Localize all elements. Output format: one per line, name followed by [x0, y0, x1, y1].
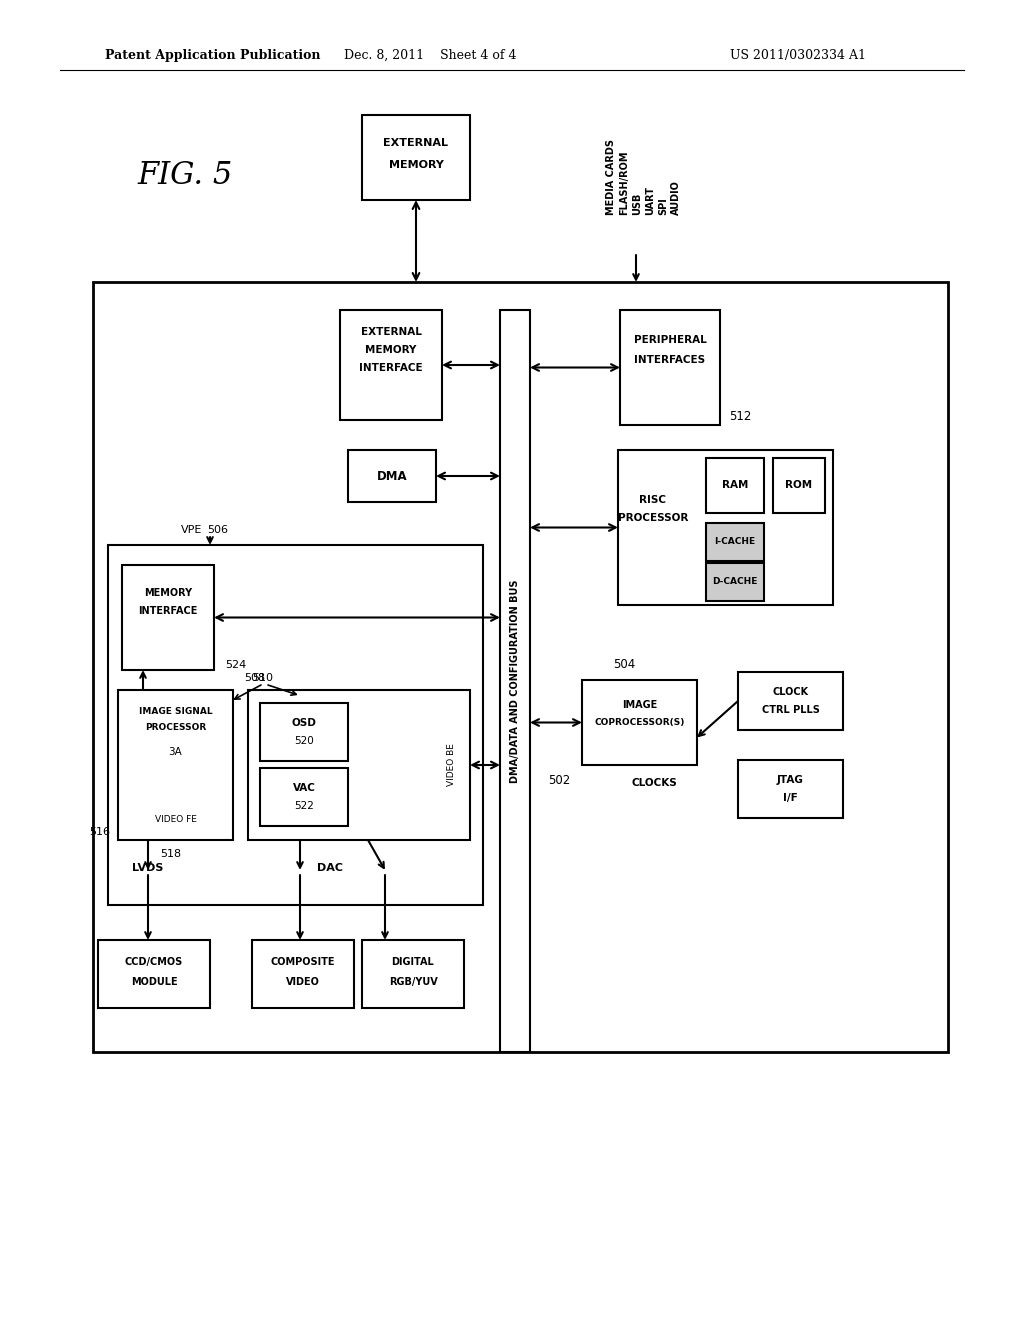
Text: INTERFACE: INTERFACE: [138, 606, 198, 616]
Text: RISC: RISC: [640, 495, 667, 506]
Bar: [620, 310, 720, 425]
Text: CLOCKS: CLOCKS: [632, 777, 677, 788]
Text: I/F: I/F: [783, 793, 798, 803]
Text: FLASH/ROM: FLASH/ROM: [618, 150, 629, 215]
Bar: [618, 450, 833, 605]
Text: CLOCK: CLOCK: [772, 686, 809, 697]
Text: 518: 518: [160, 849, 181, 859]
Text: JTAG: JTAG: [777, 775, 804, 785]
Text: DAC: DAC: [317, 863, 343, 873]
Text: 506: 506: [208, 525, 228, 535]
Text: COPROCESSOR(S): COPROCESSOR(S): [594, 718, 685, 727]
Text: EXTERNAL: EXTERNAL: [360, 327, 422, 337]
Text: 520: 520: [294, 737, 314, 746]
Bar: [260, 704, 348, 762]
Bar: [260, 768, 348, 826]
Bar: [706, 458, 764, 513]
Text: PERIPHERAL: PERIPHERAL: [634, 335, 707, 345]
Text: 516: 516: [89, 828, 110, 837]
Text: US 2011/0302334 A1: US 2011/0302334 A1: [730, 49, 866, 62]
Text: AUDIO: AUDIO: [671, 180, 681, 215]
Text: VIDEO BE: VIDEO BE: [447, 743, 457, 787]
Text: UART: UART: [645, 186, 655, 215]
Bar: [362, 940, 464, 1008]
Text: Dec. 8, 2011    Sheet 4 of 4: Dec. 8, 2011 Sheet 4 of 4: [344, 49, 516, 62]
Text: 512: 512: [729, 411, 752, 424]
Bar: [252, 940, 354, 1008]
Text: 510: 510: [253, 673, 273, 682]
Text: IMAGE SIGNAL: IMAGE SIGNAL: [138, 708, 212, 717]
Text: FIG. 5: FIG. 5: [137, 160, 232, 190]
Text: MEMORY: MEMORY: [144, 587, 193, 598]
Text: USB: USB: [632, 193, 642, 215]
Text: RAM: RAM: [722, 480, 749, 491]
Text: MEMORY: MEMORY: [388, 160, 443, 170]
Text: 508: 508: [245, 673, 265, 682]
Text: Patent Application Publication: Patent Application Publication: [105, 49, 321, 62]
Text: LVDS: LVDS: [132, 863, 164, 873]
Text: 524: 524: [225, 660, 247, 671]
Text: D-CACHE: D-CACHE: [713, 578, 758, 586]
Text: 522: 522: [294, 801, 314, 810]
Text: I-CACHE: I-CACHE: [715, 537, 756, 546]
Bar: [500, 310, 530, 1052]
Bar: [738, 672, 843, 730]
Text: ROM: ROM: [785, 480, 813, 491]
Text: MEMORY: MEMORY: [366, 345, 417, 355]
Bar: [706, 564, 764, 601]
Text: EXTERNAL: EXTERNAL: [384, 139, 449, 148]
Text: VPE: VPE: [181, 525, 203, 535]
Bar: [773, 458, 825, 513]
Bar: [340, 310, 442, 420]
Text: PROCESSOR: PROCESSOR: [144, 723, 206, 733]
Text: VAC: VAC: [293, 783, 315, 793]
Bar: [118, 690, 233, 840]
Text: COMPOSITE: COMPOSITE: [270, 957, 335, 968]
Bar: [93, 282, 948, 1052]
Text: IMAGE: IMAGE: [622, 700, 657, 710]
Text: MEDIA CARDS: MEDIA CARDS: [606, 139, 616, 215]
Text: PROCESSOR: PROCESSOR: [617, 513, 688, 523]
Bar: [738, 760, 843, 818]
Bar: [98, 940, 210, 1008]
Text: SPI: SPI: [658, 197, 668, 215]
Bar: [248, 690, 470, 840]
Text: CCD/CMOS: CCD/CMOS: [125, 957, 183, 968]
Bar: [122, 565, 214, 671]
Text: DMA: DMA: [377, 470, 408, 483]
Bar: [108, 545, 483, 906]
Text: MODULE: MODULE: [131, 977, 177, 987]
Text: 502: 502: [548, 774, 570, 787]
Text: INTERFACES: INTERFACES: [635, 355, 706, 366]
Bar: [348, 450, 436, 502]
Bar: [582, 680, 697, 766]
Text: RGB/YUV: RGB/YUV: [389, 977, 437, 987]
Text: VIDEO FE: VIDEO FE: [155, 816, 197, 825]
Text: OSD: OSD: [292, 718, 316, 729]
Text: 504: 504: [613, 659, 636, 672]
Text: DMA/DATA AND CONFIGURATION BUS: DMA/DATA AND CONFIGURATION BUS: [510, 579, 520, 783]
Bar: [706, 523, 764, 561]
Text: 3A: 3A: [169, 747, 182, 756]
Text: INTERFACE: INTERFACE: [359, 363, 423, 374]
Text: CTRL PLLS: CTRL PLLS: [762, 705, 819, 715]
Text: DIGITAL: DIGITAL: [391, 957, 434, 968]
Bar: [362, 115, 470, 201]
Text: VIDEO: VIDEO: [286, 977, 319, 987]
